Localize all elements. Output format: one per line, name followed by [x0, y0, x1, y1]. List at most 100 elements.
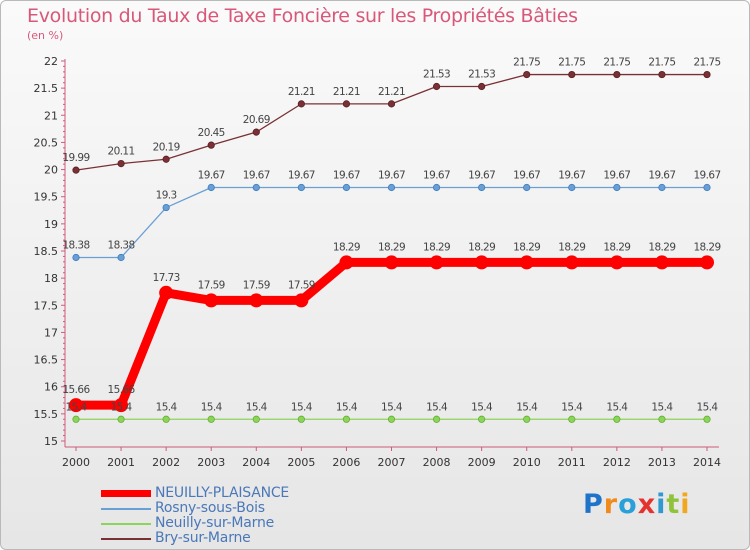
y-tick-label: 21.5 — [34, 82, 59, 95]
data-label-neuilly-sur-marne: 15.4 — [651, 401, 673, 413]
data-label-neuilly-sur-marne: 15.4 — [66, 401, 88, 413]
data-point-neuilly-sur-marne — [703, 415, 711, 423]
data-point-neuilly-sur-marne — [117, 415, 125, 423]
data-label-rosny-sous-bois: 19.67 — [333, 169, 360, 181]
data-point-neuilly-sur-marne — [252, 415, 260, 423]
chart-title: Evolution du Taux de Taxe Foncière sur l… — [27, 5, 578, 27]
data-label-rosny-sous-bois: 19.67 — [423, 169, 450, 181]
data-label-rosny-sous-bois: 19.67 — [558, 169, 585, 181]
logo-letter: o — [618, 489, 638, 520]
data-label-neuilly-sur-marne: 15.4 — [246, 401, 268, 413]
data-point-bry-sur-marne — [207, 141, 215, 149]
data-point-rosny-sous-bois — [703, 183, 711, 192]
data-label-neuilly-sur-marne: 15.4 — [381, 401, 403, 413]
data-point-bry-sur-marne — [387, 100, 396, 108]
legend-swatch — [101, 538, 151, 540]
x-tick-label: 2003 — [197, 456, 225, 469]
logo-letter: P — [583, 489, 604, 520]
series-line-neuilly-plaisance — [71, 257, 712, 410]
data-point-neuilly-sur-marne — [432, 415, 441, 423]
data-point-bry-sur-marne — [72, 166, 80, 174]
data-label-rosny-sous-bois: 19.67 — [198, 169, 225, 181]
data-point-bry-sur-marne — [117, 160, 125, 168]
data-label-bry-sur-marne: 20.19 — [153, 141, 180, 153]
data-label-neuilly-plaisance: 18.29 — [333, 241, 360, 253]
data-point-bry-sur-marne — [342, 100, 351, 108]
data-label-bry-sur-marne: 19.99 — [62, 152, 89, 164]
data-point-rosny-sous-bois — [432, 183, 441, 192]
data-label-rosny-sous-bois: 19.3 — [156, 190, 177, 202]
data-label-rosny-sous-bois: 19.67 — [243, 169, 270, 181]
data-point-neuilly-sur-marne — [478, 415, 486, 423]
data-labels-layer: 19.99 20.11 20.19 20.45 20.69 21.21 21.21 21.21… — [62, 57, 721, 414]
data-label-neuilly-plaisance: 18.29 — [648, 241, 675, 253]
data-label-neuilly-plaisance: 17.59 — [288, 279, 315, 291]
data-point-neuilly-sur-marne — [658, 415, 666, 423]
data-label-bry-sur-marne: 21.21 — [333, 86, 360, 98]
data-label-bry-sur-marne: 21.75 — [558, 57, 585, 69]
data-point-neuilly-plaisance — [474, 255, 489, 270]
proxiti-logo[interactable]: Proxiti — [583, 489, 691, 520]
y-tick-label: 15.5 — [34, 408, 59, 421]
data-label-neuilly-plaisance: 18.29 — [603, 241, 630, 253]
x-tick-label: 2001 — [107, 456, 135, 469]
data-label-neuilly-sur-marne: 15.4 — [291, 401, 313, 413]
data-label-neuilly-plaisance: 17.59 — [198, 279, 225, 291]
data-label-neuilly-sur-marne: 15.4 — [156, 401, 178, 413]
data-point-neuilly-sur-marne — [342, 415, 351, 423]
data-point-bry-sur-marne — [523, 70, 531, 79]
data-label-neuilly-sur-marne: 15.4 — [111, 401, 133, 413]
x-tick-label: 2009 — [468, 456, 496, 469]
x-tick-label: 2000 — [62, 456, 90, 469]
data-point-rosny-sous-bois — [207, 183, 215, 192]
data-label-neuilly-plaisance: 17.73 — [153, 272, 180, 284]
data-label-rosny-sous-bois: 18.38 — [62, 240, 89, 252]
data-label-rosny-sous-bois: 19.67 — [693, 169, 720, 181]
y-tick-label: 18 — [44, 272, 58, 285]
data-point-neuilly-plaisance — [384, 255, 399, 270]
data-label-neuilly-sur-marne: 15.4 — [471, 401, 493, 413]
y-tick-label: 20.5 — [34, 136, 59, 149]
y-tick-label: 19.5 — [34, 191, 59, 204]
data-label-rosny-sous-bois: 19.67 — [513, 169, 540, 181]
data-label-neuilly-sur-marne: 15.4 — [697, 401, 719, 413]
data-point-neuilly-plaisance — [564, 255, 579, 270]
data-point-bry-sur-marne — [432, 82, 441, 91]
logo-letter: x — [637, 489, 657, 520]
y-tick-label: 17 — [44, 326, 58, 339]
logo-letter: r — [603, 489, 619, 520]
x-tick-label: 2002 — [152, 456, 180, 469]
x-tick-label: 2013 — [648, 456, 676, 469]
data-label-bry-sur-marne: 21.75 — [693, 57, 720, 69]
data-point-neuilly-plaisance — [519, 255, 534, 270]
data-point-rosny-sous-bois — [387, 183, 396, 192]
x-tick-label: 2006 — [332, 456, 360, 469]
x-tick-label: 2007 — [378, 456, 406, 469]
legend-label: Rosny-sous-Bois — [155, 500, 265, 516]
data-point-bry-sur-marne — [478, 82, 486, 91]
data-label-bry-sur-marne: 21.21 — [378, 86, 405, 98]
data-label-neuilly-plaisance: 18.29 — [558, 241, 585, 253]
data-point-bry-sur-marne — [658, 70, 666, 79]
data-point-neuilly-plaisance — [249, 293, 264, 308]
data-point-neuilly-sur-marne — [523, 415, 531, 423]
legend-label: NEUILLY-PLAISANCE — [155, 485, 290, 501]
data-label-neuilly-sur-marne: 15.4 — [426, 401, 448, 413]
data-point-neuilly-sur-marne — [297, 415, 305, 423]
y-tick-label: 19 — [44, 218, 58, 231]
legend-swatch — [101, 508, 151, 510]
data-point-rosny-sous-bois — [342, 183, 351, 192]
data-label-bry-sur-marne: 20.45 — [198, 127, 225, 139]
data-point-neuilly-plaisance — [609, 255, 624, 270]
legend-label: Bry-sur-Marne — [155, 530, 251, 546]
data-point-rosny-sous-bois — [252, 183, 260, 192]
data-point-neuilly-sur-marne — [162, 415, 170, 423]
y-tick-label: 16.5 — [34, 354, 59, 367]
data-point-neuilly-sur-marne — [207, 415, 215, 423]
data-label-bry-sur-marne: 21.53 — [468, 69, 495, 81]
data-label-neuilly-plaisance: 15.66 — [62, 384, 90, 396]
legend-swatch — [101, 490, 151, 497]
data-point-rosny-sous-bois — [162, 203, 170, 212]
legend-label: Neuilly-sur-Marne — [155, 515, 275, 531]
